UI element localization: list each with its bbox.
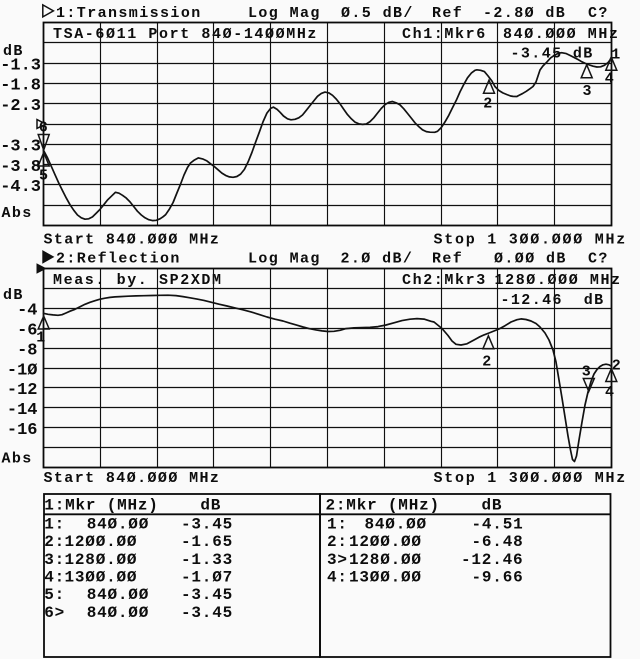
svg-text:2:: 2: bbox=[327, 533, 348, 551]
svg-text:Ref: Ref bbox=[432, 250, 463, 267]
svg-text:4: 4 bbox=[605, 384, 615, 401]
svg-text:84Ø.ØØ: 84Ø.ØØ bbox=[87, 586, 149, 604]
svg-text:5:: 5: bbox=[44, 586, 65, 604]
svg-text:Ø.5 dB/: Ø.5 dB/ bbox=[341, 5, 414, 22]
svg-text:-3.3: -3.3 bbox=[0, 138, 41, 157]
svg-text:128Ø.ØØ: 128Ø.ØØ bbox=[65, 551, 138, 569]
svg-text:dB: dB bbox=[3, 43, 24, 60]
svg-text:dB: dB bbox=[3, 287, 24, 304]
svg-text:Ref: Ref bbox=[432, 5, 463, 22]
svg-text:1: 1 bbox=[611, 46, 621, 63]
svg-text:-16: -16 bbox=[7, 421, 38, 440]
svg-text:2: 2 bbox=[482, 354, 492, 371]
svg-text:12ØØ.ØØ: 12ØØ.ØØ bbox=[349, 533, 422, 551]
svg-text:-12.46: -12.46 bbox=[461, 551, 523, 569]
svg-text:3:: 3: bbox=[44, 551, 65, 569]
svg-text:2: 2 bbox=[612, 357, 622, 374]
svg-text:Log Mag: Log Mag bbox=[248, 5, 321, 22]
svg-text:3: 3 bbox=[582, 83, 592, 100]
svg-text:-3.45: -3.45 bbox=[181, 515, 233, 533]
svg-text:2: 2 bbox=[483, 96, 493, 113]
svg-text:128Ø.ØØØ MHz: 128Ø.ØØØ MHz bbox=[495, 272, 622, 289]
svg-text:13ØØ.ØØ: 13ØØ.ØØ bbox=[65, 569, 138, 587]
svg-text:-9.66: -9.66 bbox=[472, 569, 524, 587]
svg-text:-4.3: -4.3 bbox=[0, 178, 41, 197]
svg-text:84Ø.ØØ: 84Ø.ØØ bbox=[87, 515, 149, 533]
svg-text:Stop 1 3ØØ.ØØØ MHz: Stop 1 3ØØ.ØØØ MHz bbox=[434, 231, 628, 248]
svg-text:-12.46 dB: -12.46 dB bbox=[501, 292, 605, 309]
svg-text:3: 3 bbox=[582, 363, 592, 380]
svg-text:4:: 4: bbox=[44, 569, 65, 587]
svg-text:1:: 1: bbox=[44, 515, 65, 533]
svg-text:2.Ø dB/: 2.Ø dB/ bbox=[341, 250, 414, 267]
svg-text:-1.8: -1.8 bbox=[0, 77, 41, 96]
svg-text:-8: -8 bbox=[17, 341, 37, 360]
svg-text:TSA-6Ø11 Port 84Ø-14ØØMHz: TSA-6Ø11 Port 84Ø-14ØØMHz bbox=[53, 26, 318, 43]
svg-text:1:Mkr (MHz) dB: 1:Mkr (MHz) dB bbox=[44, 496, 221, 514]
svg-text:-1Ø: -1Ø bbox=[7, 361, 38, 380]
svg-text:5: 5 bbox=[39, 168, 49, 185]
svg-text:6: 6 bbox=[39, 120, 49, 137]
svg-text:-1.Ø7: -1.Ø7 bbox=[181, 569, 233, 587]
svg-text:6>: 6> bbox=[44, 604, 65, 622]
svg-text:Ø.ØØ dB: Ø.ØØ dB bbox=[494, 250, 567, 267]
svg-text:-1.3: -1.3 bbox=[0, 56, 41, 75]
svg-text:Abs: Abs bbox=[2, 205, 33, 222]
svg-text:-6: -6 bbox=[17, 322, 37, 341]
svg-text:-3.8: -3.8 bbox=[0, 158, 41, 177]
svg-text:-3.45 dB: -3.45 dB bbox=[511, 45, 594, 62]
svg-text:-12: -12 bbox=[7, 381, 38, 400]
svg-text:128Ø.ØØ: 128Ø.ØØ bbox=[349, 551, 422, 569]
svg-text:12ØØ.ØØ: 12ØØ.ØØ bbox=[65, 533, 138, 551]
svg-text:2:Mkr (MHz) dB: 2:Mkr (MHz) dB bbox=[326, 496, 503, 514]
svg-text:Ch1:Mkr6: Ch1:Mkr6 bbox=[402, 26, 487, 43]
svg-text:-4.51: -4.51 bbox=[472, 515, 524, 533]
svg-text:-1.65: -1.65 bbox=[181, 533, 233, 551]
svg-text:Abs: Abs bbox=[2, 451, 33, 468]
svg-text:Start 84Ø.ØØØ MHz: Start 84Ø.ØØØ MHz bbox=[44, 470, 221, 487]
svg-text:1:Transmission: 1:Transmission bbox=[56, 5, 202, 22]
svg-text:Meas. by. SP2XDM: Meas. by. SP2XDM bbox=[53, 272, 223, 289]
svg-text:C?: C? bbox=[588, 250, 609, 267]
svg-text:84Ø.ØØ: 84Ø.ØØ bbox=[87, 604, 149, 622]
svg-text:3>: 3> bbox=[327, 551, 348, 569]
svg-text:Log Mag: Log Mag bbox=[248, 250, 321, 267]
svg-text:C?: C? bbox=[588, 5, 609, 22]
svg-text:-2.8Ø dB: -2.8Ø dB bbox=[483, 5, 566, 22]
svg-text:Start 84Ø.ØØØ MHz: Start 84Ø.ØØØ MHz bbox=[44, 231, 221, 248]
svg-text:Ch2:Mkr3: Ch2:Mkr3 bbox=[402, 272, 487, 289]
svg-text:-4: -4 bbox=[17, 302, 37, 321]
svg-text:84Ø.ØØØ MHz: 84Ø.ØØØ MHz bbox=[503, 26, 620, 43]
svg-text:4:: 4: bbox=[327, 569, 348, 587]
svg-text:-14: -14 bbox=[7, 401, 38, 420]
svg-text:84Ø.ØØ: 84Ø.ØØ bbox=[365, 515, 427, 533]
svg-text:1:: 1: bbox=[327, 515, 348, 533]
svg-text:2:Reflection: 2:Reflection bbox=[56, 250, 181, 267]
svg-text:-6.48: -6.48 bbox=[472, 533, 524, 551]
svg-text:-3.45: -3.45 bbox=[181, 604, 233, 622]
svg-text:2:: 2: bbox=[44, 533, 65, 551]
svg-text:13ØØ.ØØ: 13ØØ.ØØ bbox=[349, 569, 422, 587]
svg-text:-2.3: -2.3 bbox=[0, 97, 41, 116]
svg-text:-1.33: -1.33 bbox=[181, 551, 233, 569]
svg-text:Stop 1 3ØØ.ØØØ MHz: Stop 1 3ØØ.ØØØ MHz bbox=[434, 470, 628, 487]
svg-text:1: 1 bbox=[36, 329, 46, 346]
svg-text:-3.45: -3.45 bbox=[181, 586, 233, 604]
svg-text:4: 4 bbox=[605, 70, 615, 87]
